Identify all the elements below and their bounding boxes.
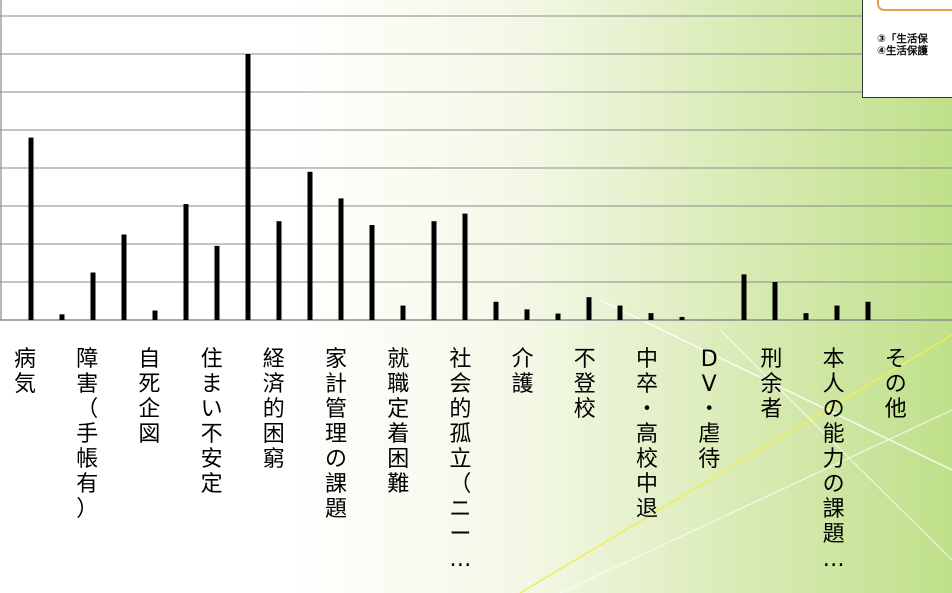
bar (555, 313, 561, 320)
bar (462, 213, 468, 320)
bar (307, 171, 313, 320)
gridlines (0, 0, 952, 321)
bar (865, 301, 871, 320)
background-decoration (519, 299, 952, 593)
bar (121, 234, 127, 320)
bar (183, 204, 189, 320)
category-label: 就職定着困難 (387, 347, 409, 497)
category-labels: 病気 障害（手帳有） 自死企図 住まい不安定 経済的困窮 家計管理の課題 就職定着困難 社会的… (14, 347, 907, 572)
category-label: 経済的困窮 (263, 347, 285, 472)
category-label: D V ・虐待 (698, 347, 720, 472)
bar (772, 282, 778, 320)
bar (834, 305, 840, 320)
bar (431, 221, 437, 320)
bar (803, 313, 809, 320)
category-label: 中卒・高校中退 (636, 347, 658, 522)
category-label: 障害（手帳有） (76, 347, 98, 522)
bar (338, 198, 344, 320)
bar (586, 297, 592, 320)
bar (276, 221, 282, 320)
bars (28, 54, 871, 320)
bar (524, 309, 530, 320)
bar (679, 316, 685, 320)
category-label: 自死企図 (138, 347, 160, 447)
category-label: 本人の能力の課題… (823, 347, 845, 572)
bar (152, 310, 158, 320)
category-label: 社会的孤立（ニー… (449, 347, 471, 572)
bar (28, 137, 34, 320)
category-label: 家計管理の課題 (325, 347, 347, 522)
bar (90, 272, 96, 320)
legend-line-2: ④生活保護 (877, 45, 928, 57)
bar (400, 305, 406, 320)
category-label: その他 (885, 347, 907, 422)
bar (59, 314, 65, 320)
category-label: 住まい不安定 (201, 347, 223, 497)
legend-line-1: ③「生活保 (877, 33, 928, 45)
bar (617, 305, 623, 320)
category-label: 介護 (512, 347, 534, 397)
bar (214, 245, 220, 320)
bar (741, 274, 747, 320)
legend-box: ③「生活保 ④生活保護 (862, 0, 952, 98)
bar (245, 54, 251, 320)
bar (369, 225, 375, 320)
category-label: 不登校 (574, 347, 596, 422)
category-label: 病気 (14, 347, 36, 397)
category-label: 刑余者 (760, 347, 782, 422)
legend-pill (877, 0, 952, 11)
bar (648, 313, 654, 320)
bar (493, 301, 499, 320)
